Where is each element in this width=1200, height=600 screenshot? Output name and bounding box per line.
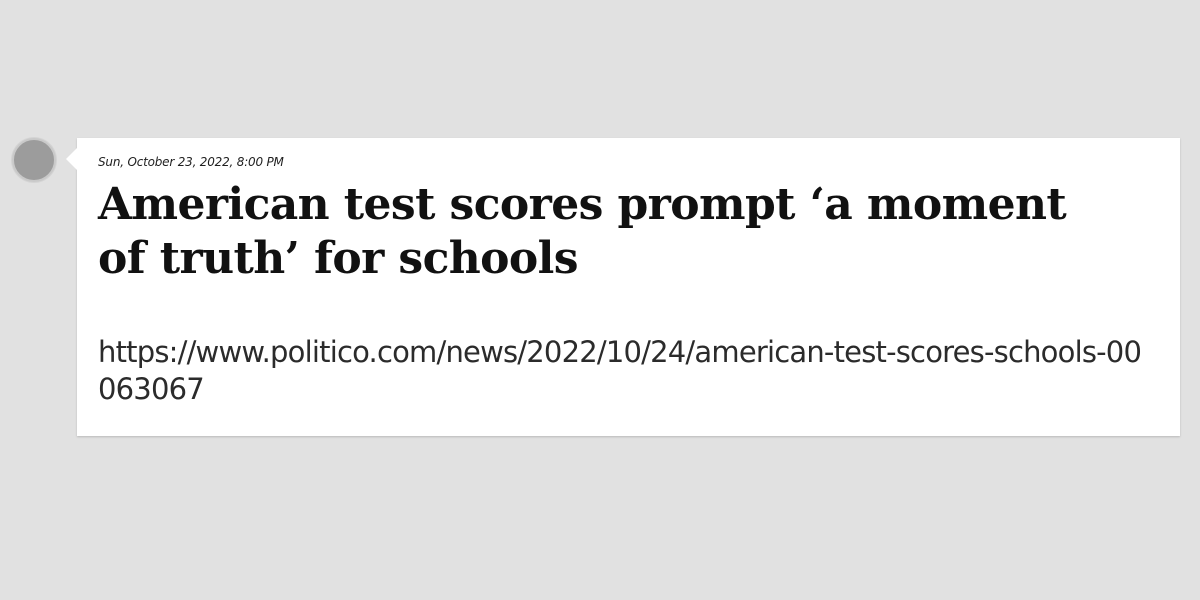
timeline-marker-dot (12, 138, 56, 182)
post-title: American test scores prompt ‘a moment of… (98, 179, 1067, 284)
card-pointer (66, 148, 77, 170)
news-post-card: Sun, October 23, 2022, 8:00 PM American … (66, 138, 1180, 436)
post-url-link[interactable]: https://www.politico.com/news/2022/10/24… (98, 335, 1142, 406)
post-date: Sun, October 23, 2022, 8:00 PM (98, 155, 284, 169)
